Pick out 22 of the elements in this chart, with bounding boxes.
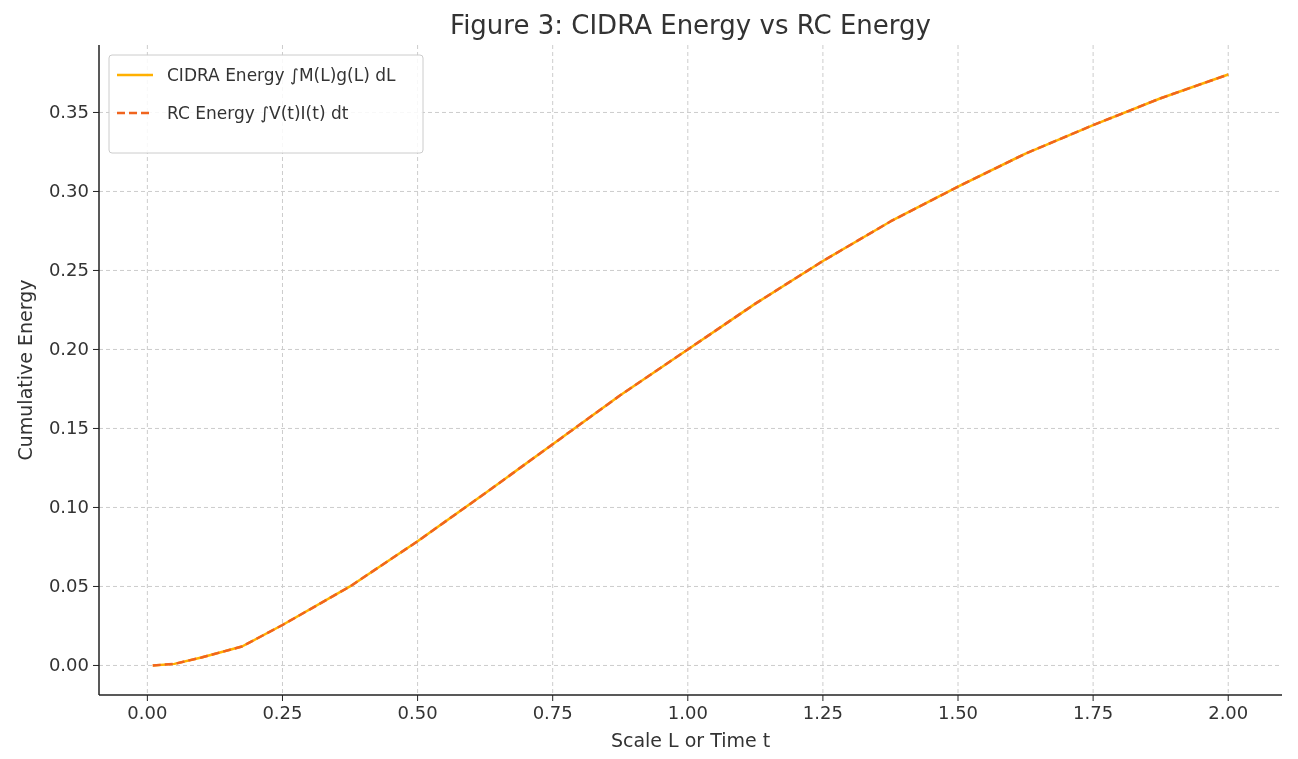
chart-title: Figure 3: CIDRA Energy vs RC Energy bbox=[450, 10, 931, 40]
x-tick-label: 1.50 bbox=[937, 702, 979, 723]
y-axis-title: Cumulative Energy bbox=[14, 279, 36, 461]
y-tick-label: 0.35 bbox=[48, 101, 89, 123]
x-tick-label: 0.25 bbox=[262, 702, 303, 723]
y-tick-label: 0.05 bbox=[48, 575, 89, 597]
y-tick-label: 0.10 bbox=[48, 496, 89, 518]
legend-label: CIDRA Energy ∫M(L)g(L) dL bbox=[167, 65, 397, 85]
x-tick-label: 1.00 bbox=[667, 702, 708, 723]
y-tick-label: 0.30 bbox=[48, 180, 89, 202]
x-tick-label: 0.50 bbox=[397, 702, 438, 723]
legend-label: RC Energy ∫V(t)I(t) dt bbox=[167, 103, 349, 123]
x-tick-label: 1.25 bbox=[802, 702, 843, 723]
y-tick-label: 0.00 bbox=[48, 654, 89, 676]
y-tick-label: 0.15 bbox=[48, 417, 89, 439]
x-tick-label: 0.75 bbox=[532, 702, 573, 723]
x-tick-label: 1.75 bbox=[1073, 702, 1114, 723]
x-tick-label: 2.00 bbox=[1208, 702, 1249, 723]
x-tick-label: 0.00 bbox=[127, 702, 168, 723]
y-tick-label: 0.20 bbox=[48, 338, 89, 360]
x-axis-title: Scale L or Time t bbox=[610, 729, 771, 751]
y-tick-label: 0.25 bbox=[48, 259, 89, 281]
